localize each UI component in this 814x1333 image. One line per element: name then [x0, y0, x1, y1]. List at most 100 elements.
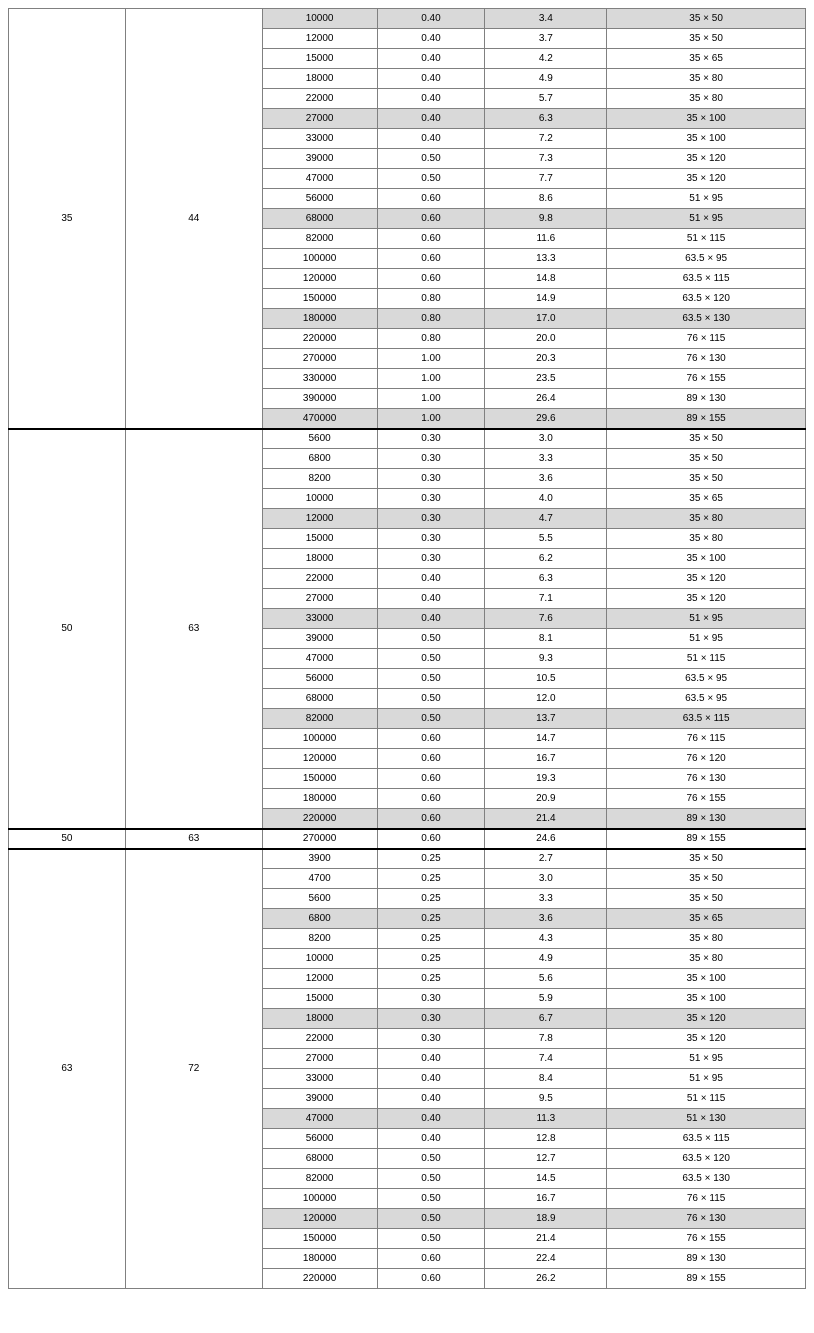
- col-c-cell: 47000: [262, 1109, 377, 1129]
- col-f-cell: 35 × 50: [607, 29, 806, 49]
- col-d-cell: 0.25: [377, 929, 485, 949]
- col-d-cell: 0.80: [377, 289, 485, 309]
- col-c-cell: 6800: [262, 909, 377, 929]
- col-c-cell: 39000: [262, 629, 377, 649]
- col-d-cell: 0.25: [377, 909, 485, 929]
- col-f-cell: 76 × 120: [607, 749, 806, 769]
- col-d-cell: 0.30: [377, 1029, 485, 1049]
- col-c-cell: 56000: [262, 669, 377, 689]
- col-d-cell: 0.50: [377, 649, 485, 669]
- col-f-cell: 89 × 155: [607, 1269, 806, 1289]
- col-d-cell: 0.40: [377, 69, 485, 89]
- table-row: 637239000.252.735 × 50: [9, 849, 806, 869]
- col-d-cell: 0.40: [377, 1129, 485, 1149]
- col-c-cell: 56000: [262, 1129, 377, 1149]
- col-c-cell: 15000: [262, 529, 377, 549]
- col-e-cell: 26.2: [485, 1269, 607, 1289]
- col-c-cell: 39000: [262, 1089, 377, 1109]
- col-f-cell: 35 × 100: [607, 549, 806, 569]
- col-d-cell: 0.60: [377, 269, 485, 289]
- col-e-cell: 7.4: [485, 1049, 607, 1069]
- col-e-cell: 21.4: [485, 809, 607, 829]
- col-c-cell: 10000: [262, 489, 377, 509]
- col-c-cell: 220000: [262, 329, 377, 349]
- col-f-cell: 35 × 50: [607, 889, 806, 909]
- table-row: 3544100000.403.435 × 50: [9, 9, 806, 29]
- col-d-cell: 0.30: [377, 549, 485, 569]
- col-f-cell: 35 × 120: [607, 149, 806, 169]
- col-f-cell: 76 × 130: [607, 349, 806, 369]
- col-c-cell: 150000: [262, 1229, 377, 1249]
- table-row: 50632700000.6024.689 × 155: [9, 829, 806, 849]
- col-e-cell: 8.4: [485, 1069, 607, 1089]
- col-e-cell: 5.7: [485, 89, 607, 109]
- col-e-cell: 3.3: [485, 449, 607, 469]
- col-f-cell: 51 × 95: [607, 209, 806, 229]
- col-e-cell: 9.8: [485, 209, 607, 229]
- col-e-cell: 19.3: [485, 769, 607, 789]
- col-f-cell: 35 × 100: [607, 129, 806, 149]
- col-d-cell: 0.25: [377, 969, 485, 989]
- col-d-cell: 0.60: [377, 729, 485, 749]
- col-a-cell: 63: [9, 849, 126, 1289]
- col-d-cell: 1.00: [377, 409, 485, 429]
- col-d-cell: 0.30: [377, 449, 485, 469]
- col-d-cell: 0.30: [377, 509, 485, 529]
- col-e-cell: 7.2: [485, 129, 607, 149]
- col-d-cell: 0.30: [377, 489, 485, 509]
- col-c-cell: 220000: [262, 1269, 377, 1289]
- col-d-cell: 1.00: [377, 369, 485, 389]
- col-c-cell: 180000: [262, 789, 377, 809]
- col-e-cell: 4.3: [485, 929, 607, 949]
- col-d-cell: 0.60: [377, 229, 485, 249]
- col-c-cell: 12000: [262, 509, 377, 529]
- col-d-cell: 0.60: [377, 809, 485, 829]
- col-d-cell: 0.40: [377, 109, 485, 129]
- col-e-cell: 6.2: [485, 549, 607, 569]
- col-e-cell: 14.7: [485, 729, 607, 749]
- spec-table: 3544100000.403.435 × 50120000.403.735 × …: [8, 8, 806, 1289]
- col-c-cell: 100000: [262, 1189, 377, 1209]
- col-c-cell: 15000: [262, 49, 377, 69]
- col-c-cell: 12000: [262, 29, 377, 49]
- col-d-cell: 0.30: [377, 529, 485, 549]
- col-d-cell: 0.50: [377, 1189, 485, 1209]
- col-c-cell: 10000: [262, 949, 377, 969]
- col-d-cell: 0.40: [377, 1069, 485, 1089]
- col-d-cell: 0.50: [377, 1149, 485, 1169]
- col-c-cell: 8200: [262, 469, 377, 489]
- col-c-cell: 150000: [262, 769, 377, 789]
- col-f-cell: 51 × 130: [607, 1109, 806, 1129]
- col-c-cell: 100000: [262, 249, 377, 269]
- col-d-cell: 1.00: [377, 349, 485, 369]
- col-c-cell: 33000: [262, 129, 377, 149]
- col-d-cell: 0.60: [377, 769, 485, 789]
- col-a-cell: 35: [9, 9, 126, 429]
- col-f-cell: 51 × 95: [607, 609, 806, 629]
- col-c-cell: 3900: [262, 849, 377, 869]
- col-e-cell: 14.5: [485, 1169, 607, 1189]
- col-d-cell: 0.60: [377, 789, 485, 809]
- col-f-cell: 35 × 100: [607, 109, 806, 129]
- col-f-cell: 63.5 × 120: [607, 289, 806, 309]
- col-e-cell: 26.4: [485, 389, 607, 409]
- col-e-cell: 4.9: [485, 949, 607, 969]
- col-c-cell: 68000: [262, 209, 377, 229]
- col-f-cell: 51 × 115: [607, 1089, 806, 1109]
- col-f-cell: 89 × 130: [607, 809, 806, 829]
- col-c-cell: 27000: [262, 109, 377, 129]
- col-c-cell: 33000: [262, 1069, 377, 1089]
- col-d-cell: 0.40: [377, 129, 485, 149]
- col-f-cell: 76 × 115: [607, 329, 806, 349]
- col-d-cell: 0.50: [377, 149, 485, 169]
- col-f-cell: 35 × 100: [607, 969, 806, 989]
- col-c-cell: 270000: [262, 349, 377, 369]
- col-f-cell: 35 × 120: [607, 1009, 806, 1029]
- col-e-cell: 18.9: [485, 1209, 607, 1229]
- col-d-cell: 0.80: [377, 329, 485, 349]
- col-e-cell: 7.1: [485, 589, 607, 609]
- col-f-cell: 76 × 155: [607, 369, 806, 389]
- col-f-cell: 76 × 115: [607, 729, 806, 749]
- col-f-cell: 35 × 50: [607, 469, 806, 489]
- col-e-cell: 6.3: [485, 109, 607, 129]
